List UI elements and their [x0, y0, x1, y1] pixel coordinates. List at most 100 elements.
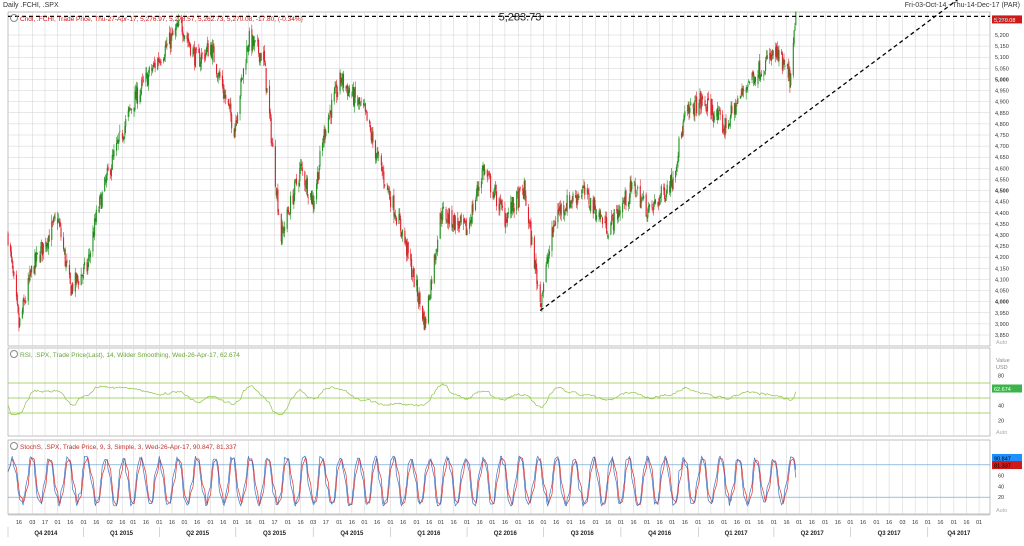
candle-body — [559, 206, 561, 212]
candle-body — [511, 197, 514, 212]
candle-body — [29, 270, 31, 281]
candle-body — [680, 133, 683, 138]
stoch-d-line — [7, 456, 797, 506]
x-tick-day: 16 — [451, 520, 457, 526]
candle-body — [576, 195, 578, 206]
candle-body — [312, 195, 314, 208]
x-tick-quarter: Q2 2015 — [186, 531, 210, 537]
candle-body — [653, 202, 655, 211]
candle-body — [572, 193, 574, 202]
candle-body — [72, 283, 74, 292]
candle-body — [775, 45, 778, 58]
candle-body — [259, 53, 261, 63]
candle-body — [389, 190, 391, 199]
candle-body — [499, 199, 501, 212]
candle-body — [734, 103, 736, 115]
candle-body — [157, 58, 160, 62]
candle-body — [553, 225, 555, 233]
candle-body — [731, 106, 733, 113]
candle-body — [440, 213, 442, 220]
candle-body — [695, 96, 697, 99]
candle-body — [566, 194, 568, 213]
x-tick-day: 01 — [567, 520, 573, 526]
candle-body — [358, 97, 361, 105]
candle-body — [669, 185, 671, 193]
candle-body — [781, 53, 783, 71]
candle-body — [242, 68, 245, 78]
candle-body — [417, 298, 419, 303]
candle-body — [366, 111, 368, 121]
candle-body — [600, 215, 602, 217]
candle-body — [557, 209, 559, 223]
candle-body — [76, 274, 78, 282]
candle-body — [192, 48, 194, 57]
price-tick-label: 3,850 — [995, 333, 1009, 339]
chart-header: Daily .FCHI, .SPX Fri-03-Oct-14 - Thu-14… — [0, 0, 1024, 12]
candle-body — [93, 232, 95, 238]
candle-body — [94, 218, 96, 236]
candle-body — [601, 215, 603, 217]
stoch-legend-icon[interactable] — [10, 442, 18, 450]
candle-body — [298, 182, 300, 187]
candle-body — [754, 76, 756, 84]
candle-body — [193, 48, 195, 50]
candle-body — [265, 68, 267, 92]
candle-body — [335, 84, 337, 88]
candle-body — [245, 63, 247, 71]
candle-body — [172, 30, 174, 36]
candle-body — [641, 197, 643, 199]
x-tick-day: 01 — [847, 520, 853, 526]
candle-body — [354, 86, 356, 98]
candle-body — [204, 54, 206, 60]
candle-body — [258, 39, 260, 54]
price-legend-icon[interactable] — [10, 14, 18, 22]
candle-body — [433, 254, 435, 283]
candle-body — [299, 168, 301, 182]
candle-body — [328, 114, 330, 120]
price-tick-label: 4,300 — [995, 233, 1009, 239]
candle-body — [748, 81, 750, 83]
x-tick-day: 02 — [107, 520, 113, 526]
candle-body — [429, 298, 431, 300]
candle-body — [724, 118, 726, 136]
x-tick-quarter: Q2 2017 — [801, 531, 825, 537]
candle-body — [586, 188, 588, 195]
candle-body — [405, 239, 407, 244]
candle-body — [436, 250, 438, 253]
candle-body — [198, 49, 200, 54]
candle-body — [59, 221, 61, 227]
candle-body — [651, 203, 653, 208]
candle-body — [317, 172, 319, 181]
price-tick-label: 4,900 — [995, 100, 1009, 106]
candle-body — [582, 187, 584, 188]
candle-body — [118, 133, 120, 143]
candle-body — [157, 58, 159, 70]
candle-body — [575, 195, 577, 204]
price-tick-label: 4,050 — [995, 289, 1009, 295]
candle-body — [439, 212, 441, 239]
candle-body — [683, 115, 685, 122]
candle-body — [15, 274, 18, 297]
x-tick-day: 16 — [708, 520, 714, 526]
candle-body — [342, 73, 345, 88]
candle-body — [740, 93, 742, 95]
x-tick-day: 16 — [169, 520, 175, 526]
candle-body — [627, 202, 630, 207]
candle-body — [86, 262, 88, 272]
rsi-legend: RSI, .SPX, Trade Price(Last), 14, Wilder… — [10, 350, 240, 359]
candle-body — [400, 218, 402, 231]
candle-body — [165, 44, 167, 48]
rsi-legend-icon[interactable] — [10, 350, 18, 358]
candle-body — [295, 179, 297, 181]
price-tick-label: 4,950 — [995, 89, 1009, 95]
candle-body — [22, 299, 24, 313]
price-tick-label: 5,150 — [995, 44, 1009, 50]
x-tick-day: 01 — [233, 520, 239, 526]
candle-body — [675, 166, 677, 172]
stoch-d-badge-text: 81.337 — [994, 464, 1011, 470]
candle-body — [41, 241, 44, 256]
candle-body — [752, 71, 754, 76]
candle-body — [610, 222, 612, 235]
candle-body — [163, 57, 165, 61]
